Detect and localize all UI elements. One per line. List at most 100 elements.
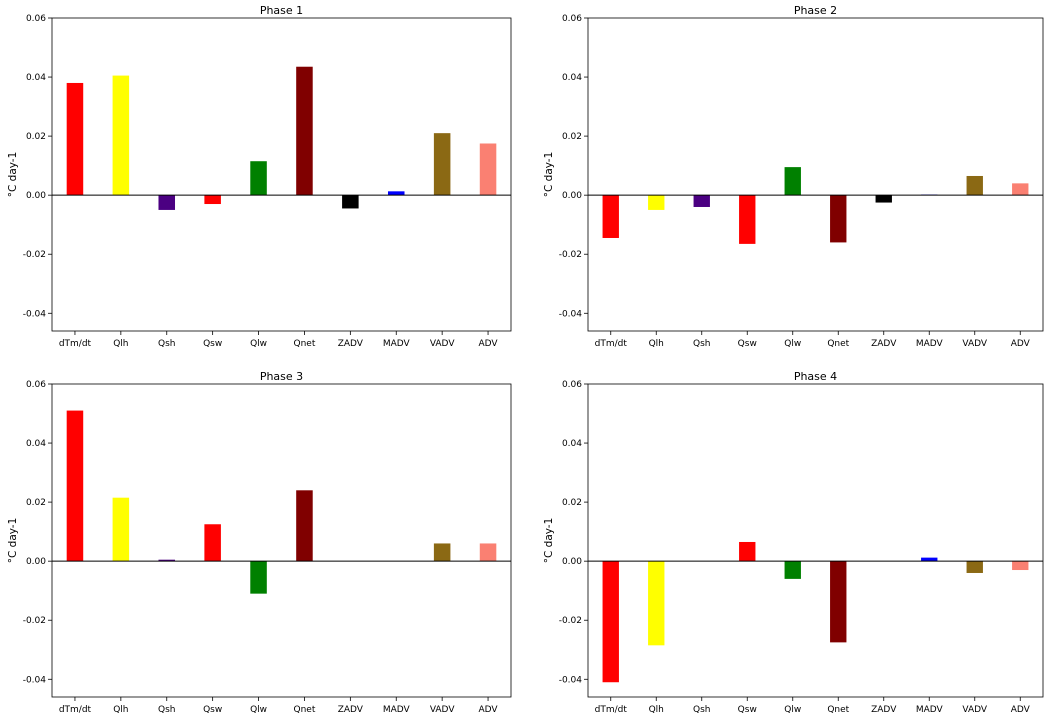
x-tick-label: Qlw (250, 339, 267, 349)
y-tick-label: -0.02 (559, 616, 582, 626)
x-tick-label: dTm/dt (595, 705, 628, 715)
bar-qsh (158, 559, 176, 562)
y-tick-label: 0.06 (562, 380, 582, 390)
y-axis-label: °C day-1 (7, 518, 19, 564)
axes-frame (587, 17, 1044, 332)
bar-qsh (158, 195, 176, 210)
bar-qlw (250, 161, 267, 196)
y-tick-label: 0.02 (26, 498, 46, 508)
x-tick-label: VADV (430, 339, 456, 349)
y-tick-label: -0.04 (559, 309, 583, 319)
y-tick-label: 0.04 (562, 439, 582, 449)
x-tick-label: Qlw (784, 705, 801, 715)
x-tick-label: ZADV (871, 705, 897, 715)
x-tick-label: Qlh (649, 339, 664, 349)
y-tick-label: -0.02 (559, 250, 582, 260)
x-tick-label: ZADV (871, 339, 897, 349)
bar-qlw (784, 167, 801, 196)
x-tick-label: ZADV (338, 705, 364, 715)
y-tick-label: 0.00 (562, 191, 582, 201)
y-axis-label: °C day-1 (7, 152, 19, 198)
y-tick-label: 0.06 (26, 380, 46, 390)
bar-qlw (784, 561, 801, 579)
bar-zadv (342, 195, 359, 209)
y-tick-label: 0.04 (26, 73, 46, 83)
x-tick-label: MADV (916, 339, 944, 349)
y-tick-label: -0.04 (559, 675, 583, 685)
bar-qnet (830, 561, 847, 643)
bar-dtm-dt (66, 410, 84, 562)
bar-dtm-dt (602, 195, 619, 238)
x-tick-label: MADV (916, 705, 944, 715)
x-tick-label: Qlw (250, 705, 267, 715)
x-tick-label: Qnet (827, 339, 849, 349)
x-tick-label: Qsh (158, 705, 175, 715)
x-tick-label: Qsh (693, 339, 710, 349)
y-tick-label: 0.04 (26, 439, 46, 449)
x-tick-label: VADV (962, 339, 988, 349)
panel-phase-4: Phase 4 °C day-1 -0.04 -0.02 0.00 0.02 0.04 0.0… (543, 370, 1044, 715)
y-tick-label: 0.00 (26, 557, 46, 567)
y-tick-label: 0.00 (26, 191, 46, 201)
panel-phase-3: Phase 3 °C day-1 -0.04 -0.02 0.00 0.02 0.04 0.0… (7, 370, 512, 715)
bar-qsw (739, 195, 756, 244)
bar-qlh (112, 75, 130, 196)
bar-adv (1012, 561, 1029, 571)
x-tick-label: dTm/dt (595, 339, 628, 349)
bar-madv (387, 191, 405, 196)
y-tick-label: 0.00 (562, 557, 582, 567)
x-tick-label: Qsw (738, 339, 757, 349)
x-tick-label: ADV (479, 339, 499, 349)
bar-qlh (112, 497, 130, 562)
bar-qlh (648, 561, 665, 646)
bar-vadv (966, 561, 983, 573)
bar-adv (479, 143, 497, 196)
bar-dtm-dt (602, 561, 619, 683)
bar-qnet (296, 490, 313, 562)
y-tick-label: 0.02 (562, 132, 582, 142)
x-tick-label: dTm/dt (59, 339, 92, 349)
y-tick-label: 0.04 (562, 73, 582, 83)
y-tick-label: 0.06 (26, 14, 46, 24)
bar-qnet (830, 195, 847, 243)
y-axis-label: °C day-1 (543, 518, 555, 564)
y-tick-label: -0.04 (23, 309, 47, 319)
panel-title: Phase 2 (794, 4, 837, 17)
bar-vadv (433, 133, 451, 196)
x-tick-label: Qnet (294, 705, 316, 715)
x-tick-label: Qlh (113, 705, 128, 715)
bar-dtm-dt (66, 82, 84, 196)
y-tick-label: -0.04 (23, 675, 47, 685)
x-tick-label: ADV (1011, 705, 1031, 715)
x-tick-label: Qlh (649, 705, 664, 715)
bar-adv (479, 543, 497, 562)
x-tick-label: VADV (430, 705, 456, 715)
bar-qlh (648, 195, 665, 210)
panel-phase-1: Phase 1 °C day-1 -0.04 -0.02 0.00 0.02 0.04 0.0… (7, 4, 512, 349)
panel-title: Phase 3 (260, 370, 303, 383)
y-tick-label: 0.02 (562, 498, 582, 508)
x-tick-label: Qsw (738, 705, 757, 715)
bar-qsw (204, 195, 221, 205)
bar-qsw (204, 524, 221, 562)
x-tick-label: ADV (479, 705, 499, 715)
bar-qsh (693, 195, 710, 207)
y-axis-label: °C day-1 (543, 152, 555, 198)
x-tick-label: Qlw (784, 339, 801, 349)
x-tick-label: Qnet (827, 705, 849, 715)
x-tick-label: Qnet (294, 339, 316, 349)
bar-vadv (966, 175, 983, 196)
bar-adv (1012, 183, 1029, 196)
y-tick-label: 0.02 (26, 132, 46, 142)
bar-zadv (875, 195, 892, 203)
x-tick-label: Qsh (693, 705, 710, 715)
x-tick-label: ADV (1011, 339, 1031, 349)
x-tick-label: dTm/dt (59, 705, 92, 715)
panel-title: Phase 4 (794, 370, 837, 383)
axes-frame (51, 17, 512, 332)
x-tick-label: Qsw (203, 705, 222, 715)
y-tick-label: 0.06 (562, 14, 582, 24)
bar-madv (921, 557, 938, 562)
bar-qsw (739, 541, 756, 562)
